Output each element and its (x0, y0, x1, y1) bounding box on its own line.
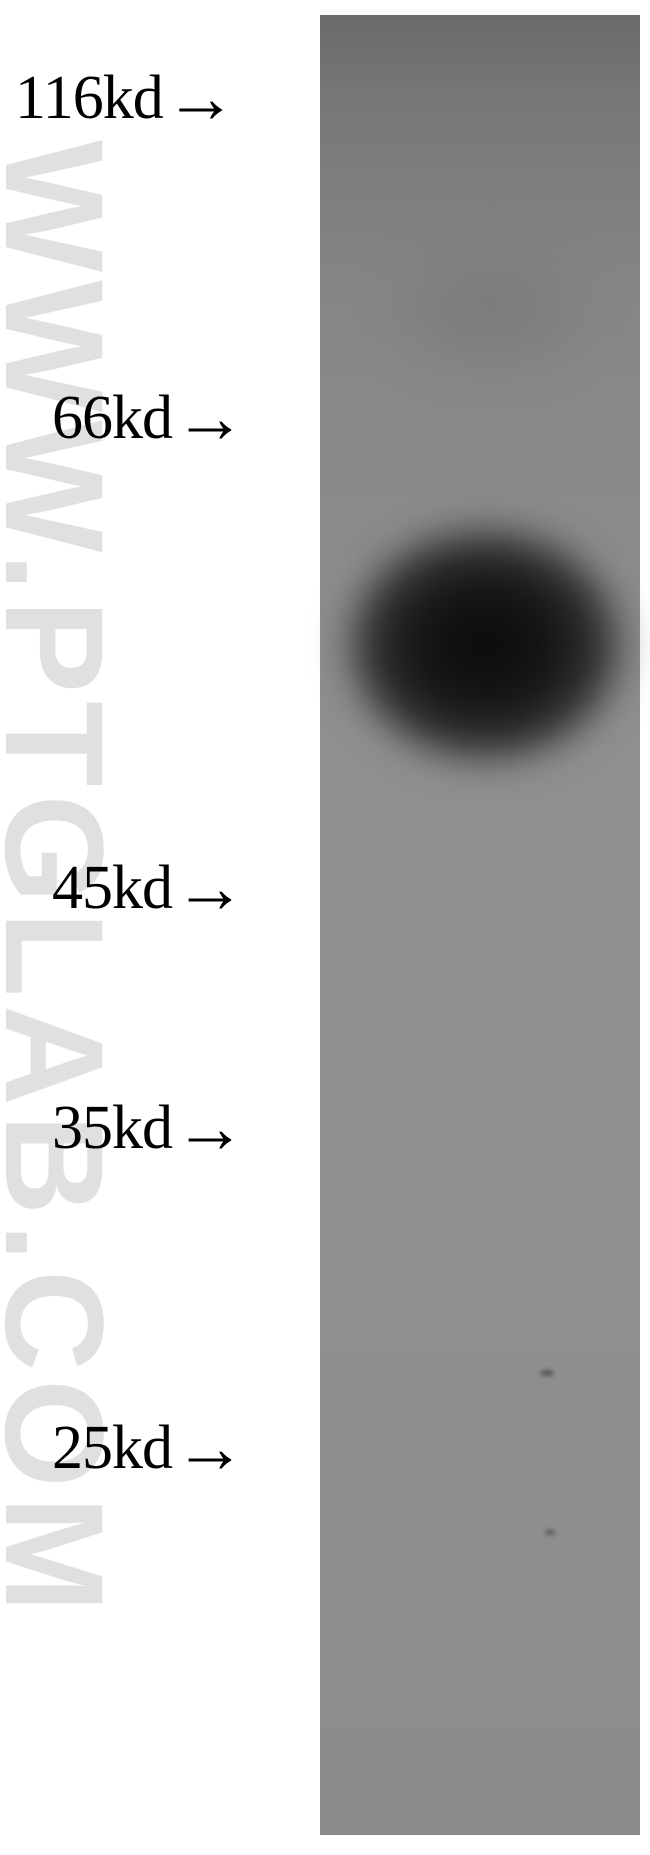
faint-band (390, 250, 590, 370)
marker-label-text: 66kd (52, 383, 172, 454)
arrow-icon: → (174, 1412, 246, 1484)
marker-label-text: 45kd (52, 853, 172, 924)
arrow-icon: → (174, 382, 246, 454)
main-band (350, 530, 620, 760)
marker-label-text: 25kd (52, 1413, 172, 1484)
marker-45kd: 45kd → (52, 852, 246, 924)
marker-66kd: 66kd → (52, 382, 246, 454)
marker-35kd: 35kd → (52, 1092, 246, 1164)
marker-label-text: 35kd (52, 1093, 172, 1164)
arrow-icon: → (174, 852, 246, 924)
speck (545, 1530, 555, 1535)
arrow-icon: → (165, 62, 237, 134)
marker-116kd: 116kd → (15, 62, 237, 134)
marker-label-text: 116kd (15, 63, 163, 134)
speck (540, 1370, 554, 1376)
arrow-icon: → (174, 1092, 246, 1164)
blot-figure: WWW.PTGLAB.COM 116kd → 66kd → 45kd → 35k… (0, 0, 650, 1855)
marker-25kd: 25kd → (52, 1412, 246, 1484)
